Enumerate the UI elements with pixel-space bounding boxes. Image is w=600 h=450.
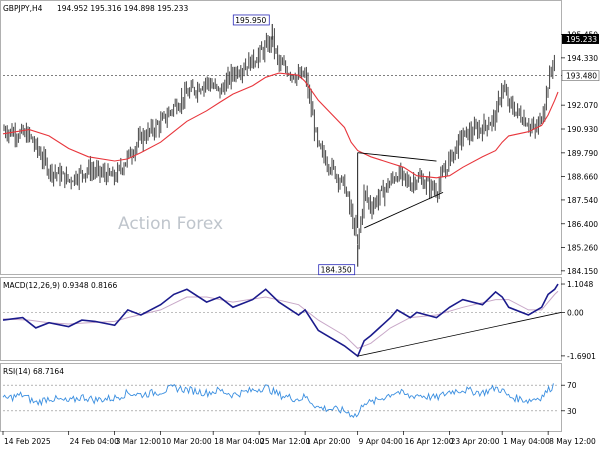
price-tick-label: 184.150: [567, 267, 598, 276]
chart-title: GBPJPY,H4: [3, 4, 43, 13]
price-panel-frame: [0, 0, 562, 275]
annotation-box: [232, 14, 270, 26]
time-tick-label: 1 May 04:00: [503, 437, 550, 446]
rsi-tick-label: 70: [567, 381, 577, 390]
rsi-title: RSI(14) 68.7164: [3, 367, 64, 376]
triangle-line: [364, 191, 444, 229]
current-price-label: 195.233: [566, 35, 597, 44]
level-price-label: 193.480: [566, 72, 597, 81]
price-tick-label: 187.540: [567, 196, 598, 205]
price-layer: 195.950 184.350: [2, 14, 559, 276]
level-price-box: [561, 70, 600, 81]
price-tick-label: 189.790: [567, 149, 598, 158]
time-tick-label: 25 Mar 12:00: [260, 437, 310, 446]
time-tick-label: 1 Apr 20:00: [306, 437, 350, 446]
macd-panel-frame: [0, 277, 562, 361]
time-tick-label: 9 Apr 04:00: [359, 437, 403, 446]
price-tick-label: 192.070: [567, 101, 598, 110]
axis-layer: 195.450194.330193.480192.070190.930189.7…: [2, 30, 600, 446]
rsi-layer: [2, 383, 558, 419]
macd-title: MACD(12,26,9) 0.9348 0.8166: [3, 281, 117, 290]
rsi-tick-label: 30: [567, 407, 577, 416]
time-tick-label: 10 Mar 20:00: [162, 437, 212, 446]
time-tick-label: 14 Feb 2025: [4, 437, 51, 446]
macd-layer: [2, 283, 562, 358]
current-price-box: [562, 33, 599, 44]
macd-trendline: [357, 312, 562, 357]
macd-tick-label: 1.1048: [567, 280, 593, 289]
price-tick-label: 188.660: [567, 172, 598, 181]
macd-tick-label: -1.6901: [567, 352, 596, 361]
annotation-label: 195.950: [235, 16, 266, 25]
price-tick-label: 194.330: [567, 54, 598, 63]
macd-tick-label: 0.00: [567, 308, 584, 317]
macd-main-line: [2, 283, 559, 358]
watermark: Action Forex: [118, 214, 223, 234]
moving-average-line: [2, 72, 559, 179]
rsi-line: [2, 383, 554, 419]
triangle-line: [357, 152, 437, 162]
price-header: GBPJPY,H4 194.952 195.316 194.898 195.23…: [3, 4, 188, 13]
time-tick-label: 24 Feb 04:00: [70, 437, 119, 446]
ohlc-header: 194.952 195.316 194.898 195.233: [57, 4, 188, 13]
annotation-box: [318, 264, 356, 276]
time-tick-label: 18 Mar 04:00: [214, 437, 264, 446]
time-tick-label: 3 Mar 12:00: [116, 437, 162, 446]
time-tick-label: 23 Apr 20:00: [451, 437, 500, 446]
price-tick-label: 185.260: [567, 244, 598, 253]
time-tick-label: 16 Apr 12:00: [405, 437, 454, 446]
price-tick-label: 190.930: [567, 125, 598, 134]
rsi-panel-frame: [0, 363, 562, 432]
annotation-label: 184.350: [321, 266, 352, 275]
price-tick-label: 186.400: [567, 220, 598, 229]
time-tick-label: 8 May 12:00: [549, 437, 596, 446]
